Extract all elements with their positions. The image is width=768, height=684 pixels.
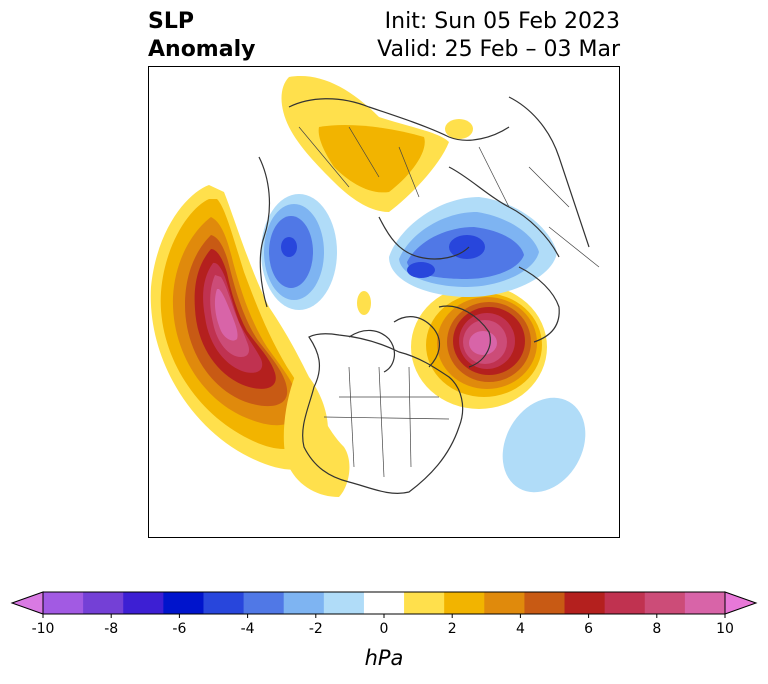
colorbar-tick-label: 10 <box>716 621 734 637</box>
colorbar-swatch <box>123 592 164 614</box>
init-date: Init: Sun 05 Feb 2023 <box>384 9 620 34</box>
colorbar-swatch <box>564 592 606 614</box>
colorbar-extend-max <box>724 591 758 615</box>
colorbar-swatch <box>404 592 445 614</box>
colorbar-swatch <box>283 592 325 614</box>
colorbar-tick-label: -2 <box>309 621 323 637</box>
colorbar-unit-label: hPa <box>364 646 404 670</box>
colorbar-tick-label: 0 <box>380 621 389 637</box>
borders <box>298 126 600 478</box>
variable-title: SLP Anomaly <box>148 8 255 64</box>
variable-title-line2: Anomaly <box>148 37 256 62</box>
small-positive-anomaly <box>357 291 371 315</box>
colorbar-swatch <box>524 592 566 614</box>
colorbar-swatch <box>203 592 245 614</box>
valid-range: Valid: 25 Feb – 03 Mar <box>377 37 620 62</box>
coastlines <box>258 96 590 494</box>
colorbar-swatch <box>644 592 686 614</box>
variable-title-line1: SLP <box>148 9 194 34</box>
colorbar-swatch <box>323 592 365 614</box>
us-west-anomaly <box>283 367 350 497</box>
colorbar-tick-label: 4 <box>516 621 525 637</box>
colorbar-tick-label: 6 <box>584 621 593 637</box>
colorbar-swatch <box>444 592 485 614</box>
colorbar-swatch <box>243 592 285 614</box>
atlantic-high-anomaly <box>411 285 547 409</box>
colorbar-tick-label: 2 <box>448 621 457 637</box>
pacific-high-anomaly <box>150 185 329 470</box>
colorbar-swatch <box>43 592 84 614</box>
arctic-low-anomaly <box>389 197 557 297</box>
anomaly-map-svg <box>150 76 600 497</box>
colorbar-tick-label: -4 <box>241 621 255 637</box>
colorbar-tick-label: 8 <box>652 621 661 637</box>
colorbar-tick-label: -8 <box>104 621 118 637</box>
colorbar-swatch <box>684 592 726 614</box>
europe-low-anomaly <box>261 194 337 310</box>
atlantic-low-anomaly <box>502 397 586 493</box>
colorbar-swatch <box>163 592 204 614</box>
colorbar-tick-label: -6 <box>172 621 186 637</box>
colorbar-tick-label: -10 <box>32 621 55 637</box>
colorbar-swatch <box>83 592 124 614</box>
colorbar-swatch <box>604 592 646 614</box>
colorbar: -10 -8 -6 -4 -2 0 2 4 6 8 10 <box>10 591 758 637</box>
colorbar-extend-min <box>10 591 44 615</box>
colorbar-swatch <box>484 592 525 614</box>
colorbar-swatch <box>363 592 405 614</box>
asia-high-anomaly <box>281 76 473 213</box>
date-title: Init: Sun 05 Feb 2023 Valid: 25 Feb – 03… <box>377 8 620 64</box>
anomaly-map <box>148 66 620 538</box>
